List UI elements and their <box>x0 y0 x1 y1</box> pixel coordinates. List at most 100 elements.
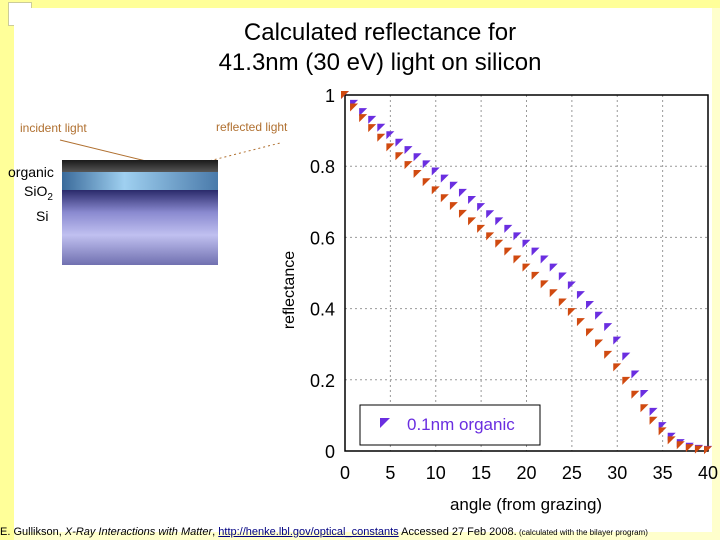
data-point-series-2 <box>458 209 467 218</box>
data-point-series-2 <box>704 446 712 455</box>
data-point-series-2 <box>667 436 676 445</box>
data-point-series-1 <box>359 108 368 117</box>
y-tick-label: 0.4 <box>310 300 335 320</box>
x-axis-label: angle (from grazing) <box>450 495 602 514</box>
x-tick-labels: 0 5 10 15 20 25 30 35 40 <box>340 463 718 483</box>
y-tick-label: 1 <box>325 86 335 106</box>
data-point-series-1 <box>540 255 549 264</box>
data-point-series-2 <box>359 114 368 123</box>
data-point-series-2 <box>613 363 622 372</box>
data-point-series-2 <box>386 143 395 152</box>
data-point-series-1 <box>395 138 404 147</box>
citation-note: (calculated with the bilayer program) <box>516 528 648 537</box>
sio2-subscript: 2 <box>47 191 53 203</box>
data-point-series-1 <box>422 160 431 169</box>
data-point-series-1 <box>531 247 540 256</box>
data-point-series-2 <box>341 91 349 99</box>
sample-stack-diagram <box>62 160 218 265</box>
data-point-series-1 <box>368 115 377 124</box>
x-tick-label: 40 <box>698 463 718 483</box>
x-tick-label: 25 <box>562 463 582 483</box>
data-point-series-1 <box>613 336 622 345</box>
data-point-series-1 <box>440 174 449 183</box>
data-point-series-2 <box>676 441 685 450</box>
data-point-series-2 <box>377 133 386 142</box>
data-point-series-1 <box>549 263 558 272</box>
data-point-series-2 <box>522 263 531 272</box>
data-point-series-1 <box>567 281 576 290</box>
data-point-series-2 <box>368 124 377 133</box>
data-point-series-2 <box>649 416 658 425</box>
citation-work-title: X-Ray Interactions with Matter <box>64 526 213 538</box>
data-point-series-2 <box>413 170 422 179</box>
legend: 0.1nm organic <box>359 404 541 446</box>
data-point-series-2 <box>576 318 585 327</box>
legend-marker <box>380 418 390 428</box>
data-point-series-1 <box>477 203 486 212</box>
data-point-series-2 <box>440 194 449 203</box>
plot-area-border <box>344 94 709 452</box>
y-axis-label: reflectance <box>281 251 298 329</box>
data-point-series-2 <box>640 404 649 413</box>
data-point-series-2 <box>468 217 477 226</box>
data-point-series-1 <box>513 232 522 241</box>
data-point-series-2 <box>350 103 359 112</box>
data-point-series-1 <box>640 390 649 399</box>
citation-separator: , <box>212 526 219 538</box>
x-tick-label: 20 <box>516 463 536 483</box>
data-point-series-1 <box>586 301 595 310</box>
data-point-series-2 <box>595 339 604 348</box>
data-point-series-2 <box>404 161 413 170</box>
x-tick-label: 35 <box>653 463 673 483</box>
y-tick-label: 0.6 <box>310 228 335 248</box>
data-point-series-2 <box>495 239 504 248</box>
data-point-series-2 <box>558 298 567 307</box>
data-point-series-1 <box>468 196 477 205</box>
legend-entry-label: 0.1nm organic <box>407 415 515 434</box>
x-tick-label: 0 <box>340 463 350 483</box>
x-tick-label: 30 <box>607 463 627 483</box>
citation-link[interactable]: http://henke.lbl.gov/optical_constants <box>218 526 399 538</box>
organic-layer-label: organic <box>8 164 54 180</box>
data-points <box>341 91 712 455</box>
slide-title: Calculated reflectance for 41.3nm (30 eV… <box>180 18 580 78</box>
incident-beam-line <box>59 139 151 163</box>
data-point-series-1 <box>604 323 613 332</box>
data-point-series-1 <box>504 224 513 233</box>
y-tick-labels: 0 0.2 0.4 0.6 0.8 1 <box>310 86 335 462</box>
incident-light-label: incident light <box>20 121 87 135</box>
data-point-series-2 <box>395 152 404 161</box>
x-tick-label: 10 <box>426 463 446 483</box>
data-point-series-2 <box>586 328 595 337</box>
data-point-series-1 <box>576 291 585 300</box>
slide-frame-top <box>0 0 720 8</box>
y-tick-label: 0.2 <box>310 371 335 391</box>
data-point-series-1 <box>458 188 467 197</box>
data-point-series-1 <box>649 407 658 416</box>
data-point-series-1 <box>522 239 531 248</box>
silicon-substrate <box>62 190 218 265</box>
data-point-series-2 <box>567 308 576 317</box>
y-tick-label: 0.8 <box>310 157 335 177</box>
sio2-layer <box>62 172 218 190</box>
data-point-series-2 <box>540 280 549 289</box>
title-line-1: Calculated reflectance for <box>243 19 517 46</box>
data-point-series-1 <box>431 167 440 176</box>
data-point-series-1 <box>413 153 422 162</box>
data-point-series-2 <box>449 202 458 211</box>
data-point-series-1 <box>386 131 395 140</box>
data-point-series-2 <box>431 186 440 195</box>
sio2-layer-label: SiO2 <box>24 183 53 203</box>
data-point-series-2 <box>486 232 495 241</box>
data-point-series-2 <box>477 224 486 233</box>
citation-author: E. Gullikson, <box>0 526 65 538</box>
data-point-series-2 <box>422 178 431 187</box>
y-tick-label: 0 <box>325 442 335 462</box>
data-point-series-2 <box>658 427 667 436</box>
si-layer-label: Si <box>36 208 49 224</box>
data-point-series-1 <box>495 217 504 226</box>
title-line-2: 41.3nm (30 eV) light on silicon <box>218 49 542 76</box>
sio2-text: SiO <box>24 183 48 199</box>
citation-accessed: Accessed 27 Feb 2008. <box>398 526 517 538</box>
